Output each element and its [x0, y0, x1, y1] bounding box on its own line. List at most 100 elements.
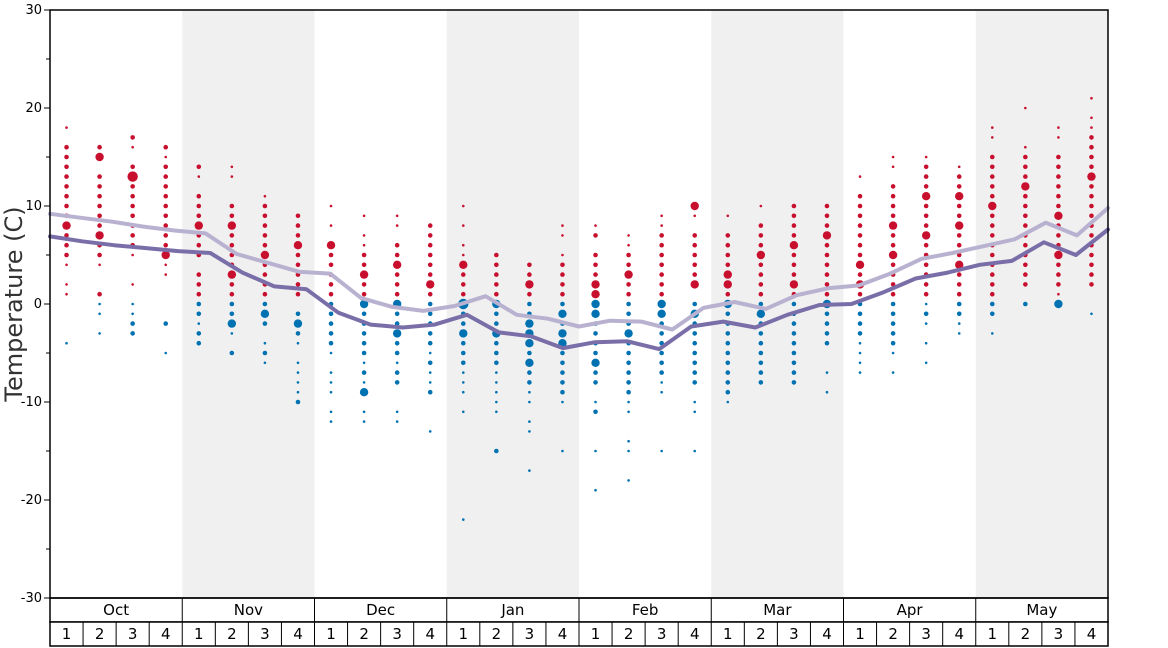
- warm-dot: [890, 242, 896, 248]
- warm-dot: [163, 213, 169, 219]
- cold-dot: [328, 321, 334, 326]
- warm-dot: [460, 272, 466, 277]
- warm-dot: [1090, 116, 1093, 120]
- warm-dot: [1024, 106, 1027, 110]
- warm-dot: [791, 262, 797, 268]
- cold-dot: [725, 331, 731, 336]
- cold-dot: [659, 331, 664, 336]
- warm-dot: [989, 184, 995, 189]
- cold-dot: [791, 380, 797, 385]
- week-label: 1: [326, 625, 336, 643]
- cold-dot: [824, 311, 830, 317]
- warm-dot: [591, 290, 600, 299]
- warm-dot: [229, 242, 235, 248]
- warm-dot: [989, 291, 995, 297]
- cold-dot: [591, 299, 600, 309]
- cold-dot: [791, 301, 797, 307]
- cold-dot: [560, 350, 565, 356]
- cold-dot: [758, 331, 764, 336]
- warm-dot: [989, 272, 995, 277]
- cold-dot: [858, 351, 862, 355]
- cold-dot: [460, 350, 466, 356]
- warm-dot: [1056, 174, 1061, 179]
- cold-dot: [461, 390, 465, 394]
- cold-dot: [692, 370, 698, 375]
- warm-dot: [888, 221, 898, 230]
- warm-dot: [956, 242, 962, 248]
- cold-dot: [495, 371, 498, 374]
- warm-dot: [824, 272, 830, 277]
- cold-dot: [924, 322, 928, 325]
- warm-dot: [130, 193, 135, 199]
- month-band: [446, 10, 579, 598]
- warm-dot: [527, 262, 532, 268]
- warm-dot: [758, 223, 764, 228]
- cold-dot: [890, 311, 896, 317]
- warm-dot: [164, 155, 168, 159]
- warm-dot: [395, 224, 399, 227]
- warm-dot: [690, 201, 699, 211]
- cold-dot: [756, 309, 766, 318]
- warm-dot: [626, 252, 631, 258]
- cold-dot: [394, 340, 400, 346]
- warm-dot: [560, 272, 565, 277]
- cold-dot: [495, 400, 498, 404]
- warm-dot: [627, 243, 630, 247]
- warm-dot: [1023, 272, 1028, 277]
- cold-dot: [659, 360, 664, 366]
- cold-dot: [262, 321, 268, 326]
- warm-dot: [1021, 182, 1030, 191]
- warm-dot: [890, 262, 896, 268]
- warm-dot: [858, 175, 862, 178]
- cold-dot: [527, 370, 532, 375]
- warm-dot: [359, 270, 369, 279]
- warm-dot: [989, 223, 995, 228]
- week-label: 4: [293, 625, 303, 643]
- cold-dot: [890, 301, 896, 307]
- warm-dot: [956, 252, 962, 258]
- cold-dot: [660, 390, 663, 394]
- cold-dot: [459, 329, 468, 338]
- cold-dot: [362, 361, 366, 365]
- warm-dot: [593, 252, 598, 258]
- cold-dot: [229, 301, 235, 307]
- cold-dot: [361, 340, 367, 346]
- warm-dot: [956, 233, 962, 238]
- cold-dot: [725, 311, 731, 317]
- cold-dot: [427, 360, 433, 366]
- cold-dot: [394, 350, 400, 356]
- y-tick-label: -10: [21, 395, 42, 410]
- warm-dot: [791, 213, 797, 219]
- warm-dot: [1087, 172, 1096, 181]
- warm-dot: [527, 272, 532, 277]
- cold-dot: [98, 312, 101, 316]
- warm-dot: [163, 174, 169, 179]
- warm-dot: [756, 250, 766, 260]
- cold-dot: [495, 381, 498, 384]
- cold-dot: [296, 371, 300, 374]
- cold-dot: [594, 449, 597, 453]
- week-label: 4: [425, 625, 435, 643]
- warm-dot: [328, 262, 334, 268]
- week-label: 3: [657, 625, 667, 643]
- cold-dot: [427, 340, 433, 346]
- week-label: 2: [1021, 625, 1031, 643]
- cold-dot: [626, 311, 631, 317]
- warm-dot: [95, 231, 104, 240]
- warm-dot: [956, 291, 962, 297]
- warm-dot: [758, 272, 764, 277]
- warm-dot: [127, 171, 138, 182]
- cold-dot: [164, 351, 168, 355]
- warm-dot: [989, 193, 995, 199]
- week-label: 4: [558, 625, 568, 643]
- warm-dot: [1089, 262, 1094, 268]
- cold-dot: [525, 358, 534, 367]
- warm-dot: [955, 192, 964, 201]
- cold-dot: [461, 381, 465, 384]
- cold-dot: [495, 390, 498, 394]
- cold-dot: [494, 311, 499, 317]
- warm-dot: [923, 213, 929, 219]
- warm-dot: [494, 272, 499, 277]
- warm-dot: [726, 214, 730, 218]
- month-label: Jan: [500, 601, 524, 619]
